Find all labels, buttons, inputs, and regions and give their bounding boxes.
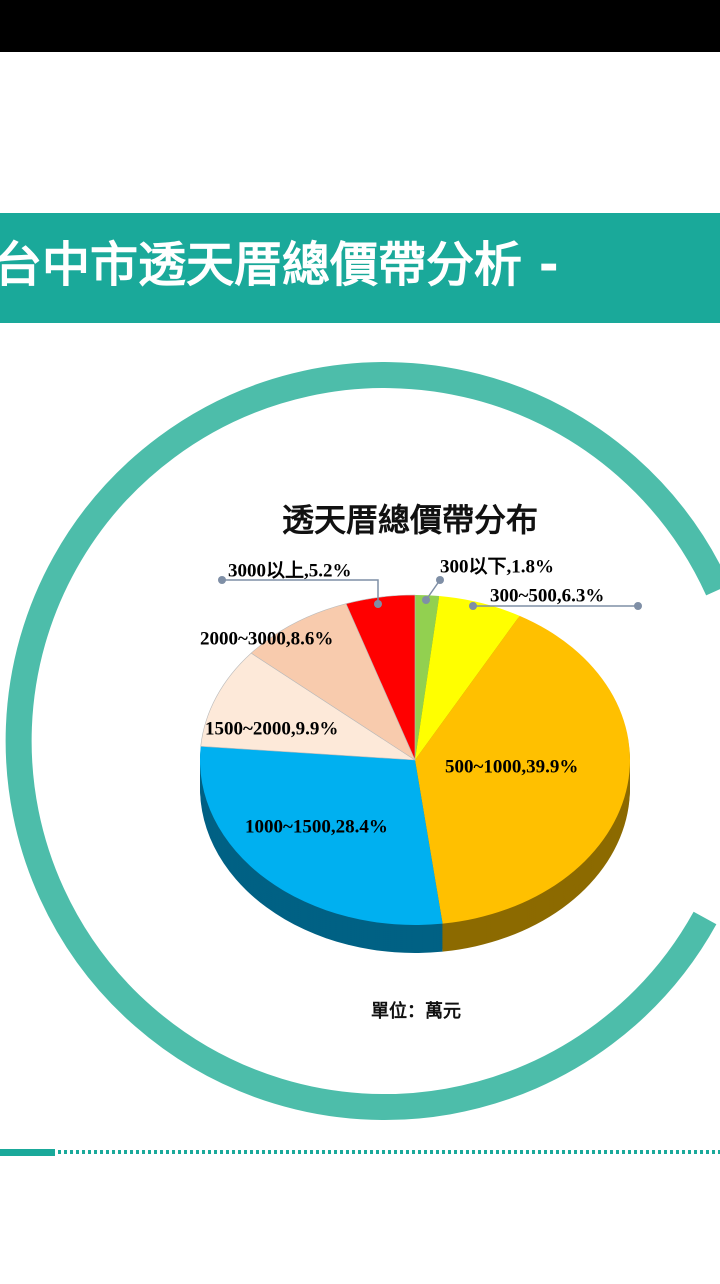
ring [5, 362, 720, 1120]
unit-note: 單位：萬元 [371, 1000, 461, 1022]
data-label: 3000以上,5.2% [228, 559, 352, 581]
footer-bar [0, 1149, 55, 1156]
slice [415, 596, 520, 760]
title-banner [0, 213, 720, 323]
slice [250, 603, 416, 761]
chart-title: 透天厝總價帶分布 [282, 501, 538, 539]
slice [415, 595, 440, 760]
data-label: 1500~2000,9.9% [205, 718, 338, 739]
data-label: 1000~1500,28.4% [245, 816, 388, 837]
leader-dot [218, 576, 226, 584]
leader-dot [374, 600, 382, 608]
pie: 300以下,1.8% 300~500,6.3% 500~1000,39.9% 1000… [199, 555, 642, 953]
top-bar [0, 0, 720, 52]
slice [199, 746, 443, 926]
leader-dot [469, 602, 477, 610]
leader-line [425, 579, 441, 601]
leader-dot [634, 602, 642, 610]
data-label: 300~500,6.3% [490, 585, 604, 606]
data-label: 300以下,1.8% [440, 555, 554, 577]
data-label: 2000~3000,8.6% [200, 628, 333, 649]
slice [345, 594, 416, 761]
slice [415, 615, 631, 924]
leader-dot [422, 596, 430, 604]
page-title: 台中市透天厝總價帶分析 - [0, 237, 559, 293]
leader-dot [436, 576, 444, 584]
slice [200, 652, 417, 761]
leader-line [222, 579, 379, 604]
data-label: 500~1000,39.9% [445, 756, 578, 777]
